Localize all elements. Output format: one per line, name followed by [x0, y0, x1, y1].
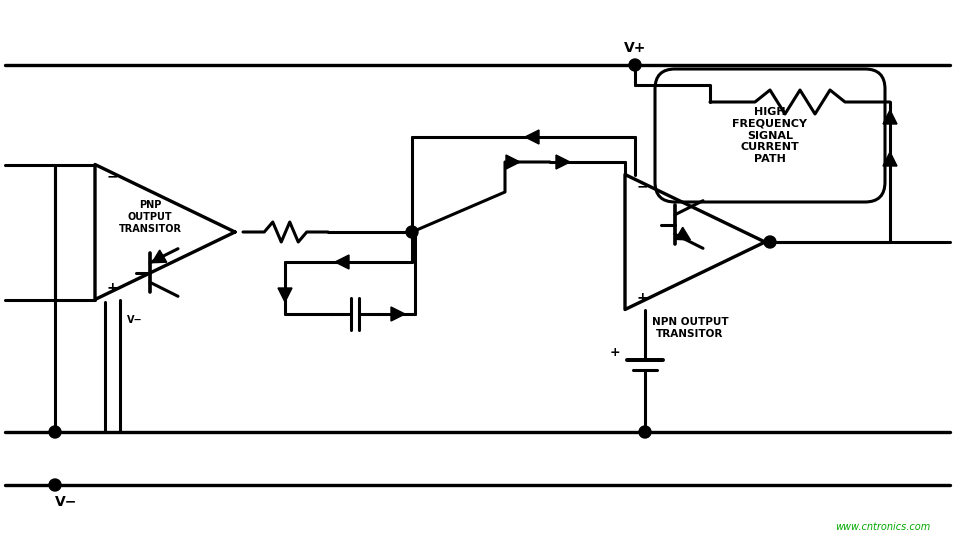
Text: V+: V+	[624, 41, 646, 55]
Polygon shape	[506, 155, 520, 169]
Polygon shape	[391, 307, 405, 321]
Text: V−: V−	[127, 315, 142, 324]
Polygon shape	[152, 250, 166, 263]
Polygon shape	[556, 155, 570, 169]
Polygon shape	[525, 130, 539, 144]
Text: V−: V−	[55, 495, 77, 509]
Text: PNP
OUTPUT
TRANSITOR: PNP OUTPUT TRANSITOR	[119, 200, 182, 234]
Circle shape	[639, 426, 651, 438]
Polygon shape	[676, 228, 690, 240]
Circle shape	[49, 479, 61, 491]
Text: HIGH
FREQUENCY
SIGNAL
CURRENT
PATH: HIGH FREQUENCY SIGNAL CURRENT PATH	[732, 107, 808, 164]
Text: −: −	[107, 170, 119, 183]
Text: −: −	[637, 179, 648, 194]
Circle shape	[764, 236, 776, 248]
Polygon shape	[883, 152, 897, 166]
Circle shape	[406, 226, 418, 238]
Circle shape	[629, 59, 641, 71]
Text: NPN OUTPUT
TRANSITOR: NPN OUTPUT TRANSITOR	[652, 317, 728, 339]
Polygon shape	[278, 288, 292, 302]
Text: +: +	[107, 281, 119, 294]
Polygon shape	[883, 110, 897, 124]
Polygon shape	[335, 255, 349, 269]
Text: www.cntronics.com: www.cntronics.com	[835, 522, 930, 532]
Text: +: +	[609, 346, 620, 359]
Text: +: +	[637, 290, 648, 305]
Circle shape	[49, 426, 61, 438]
